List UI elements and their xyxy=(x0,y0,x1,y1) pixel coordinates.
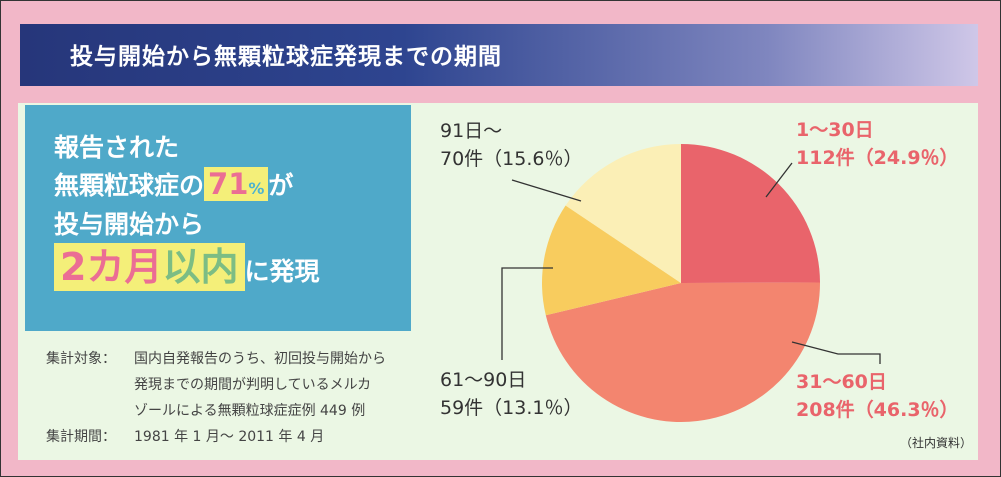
headline-line2-suffix: が xyxy=(268,171,294,200)
target-line3: ゾールによる無顆粒球症症例 449 例 xyxy=(134,403,366,419)
highlight-2months: 2カ月以内 xyxy=(54,243,245,291)
label-1-30: 1～30日 112件（24.9％） xyxy=(796,116,959,172)
label-31-60-range: 31～60日 xyxy=(796,371,887,393)
pie-slice-61-90 xyxy=(541,205,681,316)
label-61-90-range: 61～90日 xyxy=(440,369,527,391)
title-banner: 投与開始から無顆粒球症発現までの期間 xyxy=(20,24,978,86)
label-61-90: 61～90日 59件（13.1％） xyxy=(440,366,582,422)
period-value: 1981 年 1 月～ 2011 年 4 月 xyxy=(134,429,325,445)
target-line2: 発現までの期間が判明しているメルカ xyxy=(134,377,372,393)
leader-line-61-90 xyxy=(501,267,553,360)
pie-slice-31-60 xyxy=(545,282,821,423)
label-91: 91日～ 70件（15.6％） xyxy=(440,117,582,173)
target-line1: 国内自発報告のうち、初回投与開始から xyxy=(134,351,386,367)
headline-line4-suffix: に発現 xyxy=(244,257,320,286)
highlight-2: 2 xyxy=(60,245,87,289)
highlight-ka: カ xyxy=(86,245,125,289)
label-91-range: 91日～ xyxy=(440,120,503,142)
highlight-i: 以 xyxy=(162,245,201,289)
label-91-count: 70件（15.6％） xyxy=(440,148,583,170)
period-label: 集計期間： xyxy=(46,429,116,445)
highlight-71: 71% xyxy=(204,167,269,201)
highlight-percent: % xyxy=(248,179,265,198)
label-1-30-count: 112件（24.9％） xyxy=(796,147,959,169)
headline-line4: 2カ月以内 に発現 xyxy=(54,243,320,291)
page-title: 投与開始から無顆粒球症発現までの期間 xyxy=(70,44,502,70)
leader-line-31-60 xyxy=(791,341,881,364)
notes-block: 集計対象： 国内自発報告のうち、初回投与開始から 発現までの期間が判明しているメル… xyxy=(46,346,386,450)
source-note: （社内資料） xyxy=(900,436,973,450)
target-label: 集計対象： xyxy=(46,351,116,367)
label-1-30-range: 1～30日 xyxy=(796,119,874,141)
pie-slice-1-30 xyxy=(681,144,820,283)
pie-slice-91 xyxy=(565,144,681,283)
leader-line-91 xyxy=(511,179,582,202)
label-31-60-count: 208件（46.3％） xyxy=(796,399,959,421)
headline-line2-prefix: 無顆粒球症の xyxy=(54,171,205,200)
headline-box xyxy=(25,105,411,331)
label-31-60: 31～60日 208件（46.3％） xyxy=(796,368,959,424)
headline-text: 報告された 無顆粒球症の 71% が 投与開始から 2カ月以内 に発現 xyxy=(54,130,320,291)
headline-line1: 報告された xyxy=(54,133,180,162)
headline-line2: 無顆粒球症の 71% が xyxy=(54,166,320,207)
label-61-90-count: 59件（13.1％） xyxy=(440,397,583,419)
leader-line-1-30 xyxy=(765,162,793,198)
highlight-nai: 内 xyxy=(200,245,239,289)
highlight-getsu: 月 xyxy=(124,245,163,289)
headline-line3: 投与開始から xyxy=(54,210,205,239)
highlight-71-number: 71 xyxy=(208,167,249,201)
